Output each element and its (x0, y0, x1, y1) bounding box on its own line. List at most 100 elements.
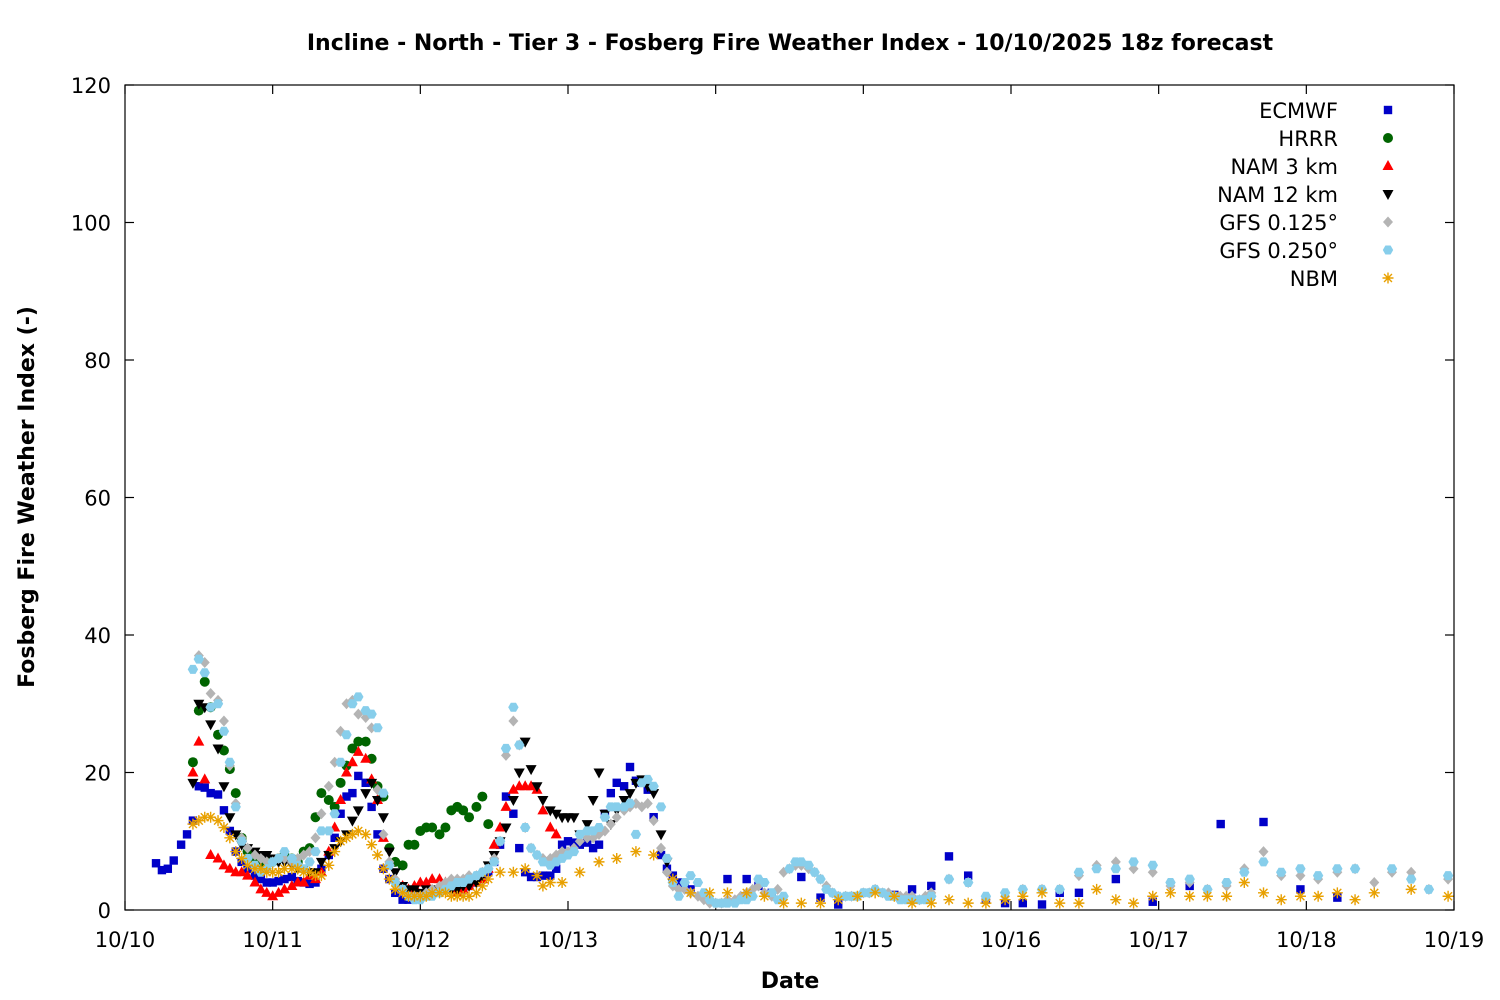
ecmwf-point (1111, 874, 1121, 884)
legend: ECMWF HRRR NAM 3 km NAM 12 km GFS 0.125° GFS … (1217, 99, 1394, 291)
gfs-0-250-point (218, 726, 230, 736)
ecmwf-point (1018, 898, 1028, 908)
nam-3-km-point (346, 756, 358, 767)
nam-12-km-point (408, 885, 420, 896)
gfs-0-250-point (648, 781, 659, 791)
nbm-point (648, 849, 660, 861)
hrrr-point (347, 743, 358, 754)
gfs-0-250-point (980, 891, 992, 901)
nbm-point (721, 887, 733, 899)
nbm-point (205, 811, 217, 823)
ecmwf-point (342, 792, 351, 801)
nbm-point (366, 839, 378, 851)
nbm-point (537, 880, 549, 892)
nbm-point (1312, 890, 1324, 902)
gfs-0-250-point (685, 871, 696, 881)
nbm-point (329, 846, 341, 858)
nam-12-km-point (366, 778, 378, 789)
ecmwf-point (526, 872, 536, 882)
nbm-point (1054, 897, 1066, 909)
gfs-0-125-point (323, 780, 334, 792)
nbm-point (906, 897, 918, 909)
gfs-0-250-point (963, 878, 974, 887)
gfs-0-250-point (384, 860, 395, 870)
nam-3-km-point (341, 766, 352, 777)
nbm-point (408, 890, 420, 902)
gfs-0-250-point (531, 850, 543, 860)
ecmwf-point (194, 782, 204, 791)
y-axis-label: Fosberg Fire Weather Index (-) (15, 306, 40, 688)
nbm-point (397, 887, 409, 899)
nam-3-km-point (494, 821, 506, 832)
nbm-point (832, 894, 844, 906)
nbm-point (1036, 887, 1048, 899)
ecmwf-point (305, 879, 314, 889)
nbm-point (335, 835, 347, 847)
gfs-0-250-point (1442, 871, 1454, 881)
nbm-point (1017, 890, 1029, 902)
nbm-point (463, 890, 475, 902)
ecmwf-point (1216, 819, 1225, 829)
hrrr-point (360, 736, 371, 747)
legend-item-gfs-0-125: GFS 0.125° (1219, 211, 1393, 235)
ecmwf-point (330, 833, 339, 843)
gfs-0-250-point (353, 692, 364, 702)
x-tick-label: 10/15 (833, 928, 894, 952)
nbm-point (999, 894, 1011, 906)
ecmwf-point (182, 830, 192, 839)
gfs-0-250-point (722, 898, 733, 908)
nbm-point (1294, 890, 1306, 902)
x-tick-label: 10/10 (95, 928, 156, 952)
nbm-point (451, 890, 463, 902)
nam-3-km-point (249, 876, 261, 887)
gfs-0-250-point (205, 702, 216, 712)
gfs-0-250-point (698, 888, 710, 898)
legend-label: NAM 3 km (1230, 155, 1338, 179)
nbm-point (304, 866, 316, 878)
gfs-0-125-point (1369, 877, 1380, 888)
gfs-0-125-point (316, 808, 327, 820)
nbm-point (193, 815, 205, 827)
nam-12-km-point (205, 720, 217, 731)
legend-item-nam-12-km: NAM 12 km (1217, 183, 1394, 207)
gfs-0-250-point (199, 668, 210, 678)
gfs-0-250-point (692, 878, 704, 887)
nbm-point (556, 877, 568, 888)
nam-3-km-point (525, 780, 537, 791)
nam-12-km-point (261, 851, 273, 861)
ecmwf-point (225, 826, 235, 836)
ecmwf-point (619, 782, 629, 791)
ecmwf-point (250, 871, 260, 880)
legend-marker (1383, 216, 1393, 228)
nam-3-km-point (335, 794, 347, 804)
nbm-point (593, 856, 605, 868)
ecmwf-point (927, 881, 936, 891)
hrrr-point (353, 736, 364, 747)
gfs-0-250-point (323, 826, 334, 836)
ecmwf-point (151, 859, 161, 868)
nbm-point (1331, 887, 1343, 899)
hrrr-point (187, 757, 198, 768)
hrrr-point (199, 676, 210, 687)
nbm-point (758, 890, 770, 902)
gfs-0-250-point (1386, 864, 1398, 874)
ecmwf-point (367, 802, 376, 812)
gfs-0-250-point (766, 888, 777, 898)
nam-12-km-point (187, 778, 199, 789)
nam-3-km-point (544, 821, 556, 832)
nam-12-km-point (212, 744, 224, 755)
series-nbm (187, 811, 1454, 909)
x-tick-label: 10/13 (538, 928, 599, 952)
ecmwf-point (274, 876, 283, 886)
nbm-point (273, 866, 285, 878)
nbm-point (315, 870, 327, 882)
nbm-point (457, 890, 469, 902)
nbm-point (1258, 887, 1270, 899)
y-tick-label: 80 (84, 349, 111, 373)
nam-12-km-point (550, 809, 562, 820)
gfs-0-250-point (390, 878, 401, 887)
nam-12-km-point (346, 816, 358, 827)
nam-12-km-point (352, 806, 364, 817)
nbm-point (383, 873, 395, 885)
nam-12-km-point (377, 813, 389, 824)
